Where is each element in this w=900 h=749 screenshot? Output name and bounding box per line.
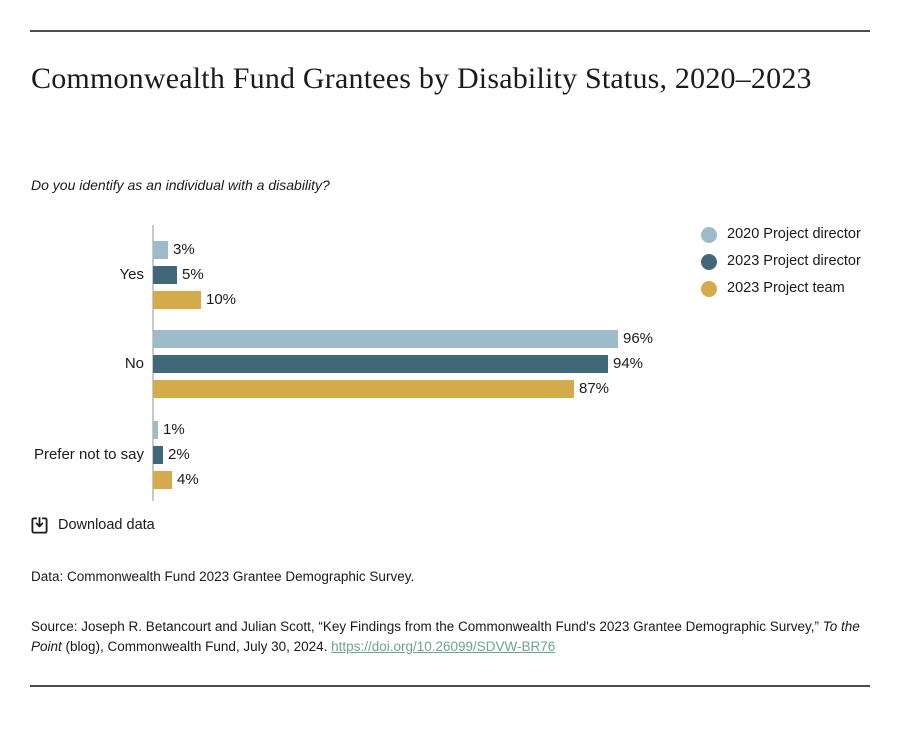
data-note: Data: Commonwealth Fund 2023 Grantee Dem…	[31, 569, 415, 584]
bottom-divider	[30, 685, 870, 687]
bar-prefer-not-to-say-series-0	[153, 421, 158, 439]
bar-chart: 3% 5% 10% Yes 96% 94% 87% No 1% 2% 4% Prefer not to…	[0, 220, 900, 512]
bar-prefer-not-to-say-series-1	[153, 446, 163, 464]
source-publication: To the Point	[31, 619, 860, 654]
bar-value-label: 5%	[182, 266, 204, 283]
bar-value-label: 4%	[177, 471, 199, 488]
legend-swatch-circle	[701, 280, 717, 297]
legend-item-0: 2020 Project director	[701, 226, 861, 243]
bar-no-series-1	[153, 355, 608, 373]
bar-value-label: 1%	[163, 421, 185, 438]
legend-label: 2020 Project director	[727, 226, 861, 242]
legend-item-2: 2023 Project team	[701, 280, 861, 297]
download-data-button[interactable]: Download data	[30, 516, 155, 535]
top-divider	[30, 30, 870, 32]
source-text-2: (blog), Commonwealth Fund, July 30, 2024…	[61, 639, 332, 654]
chart-legend: 2020 Project director 2023 Project direct…	[701, 226, 861, 307]
legend-item-1: 2023 Project director	[701, 253, 861, 270]
bar-value-label: 96%	[623, 330, 654, 347]
legend-swatch-circle	[701, 226, 717, 243]
download-icon	[31, 517, 48, 534]
source-doi-link[interactable]: https://doi.org/10.26099/SDVW-BR76	[331, 639, 556, 654]
bar-yes-series-2	[153, 291, 201, 309]
legend-label: 2023 Project director	[727, 253, 861, 269]
bar-no-series-2	[153, 380, 574, 398]
category-label-prefer-not-to-say: Prefer not to say	[33, 446, 144, 463]
chart-subtitle: Do you identify as an individual with a …	[31, 177, 330, 193]
bar-value-label: 94%	[613, 355, 644, 372]
category-label-yes: Yes	[119, 266, 144, 283]
bar-value-label: 2%	[168, 446, 190, 463]
bar-yes-series-0	[153, 241, 168, 259]
chart-title: Commonwealth Fund Grantees by Disability…	[31, 62, 812, 95]
bar-no-series-0	[153, 330, 618, 348]
bar-value-label: 10%	[206, 291, 237, 308]
bar-value-label: 3%	[173, 241, 195, 258]
legend-swatch-circle	[701, 253, 717, 270]
legend-label: 2023 Project team	[727, 280, 845, 296]
source-text: Source: Joseph R. Betancourt and Julian …	[31, 619, 823, 634]
bar-value-label: 87%	[579, 380, 610, 397]
download-label: Download data	[58, 517, 155, 533]
bar-prefer-not-to-say-series-2	[153, 471, 172, 489]
source-note: Source: Joseph R. Betancourt and Julian …	[31, 617, 873, 657]
category-label-no: No	[124, 355, 144, 372]
bar-yes-series-1	[153, 266, 177, 284]
